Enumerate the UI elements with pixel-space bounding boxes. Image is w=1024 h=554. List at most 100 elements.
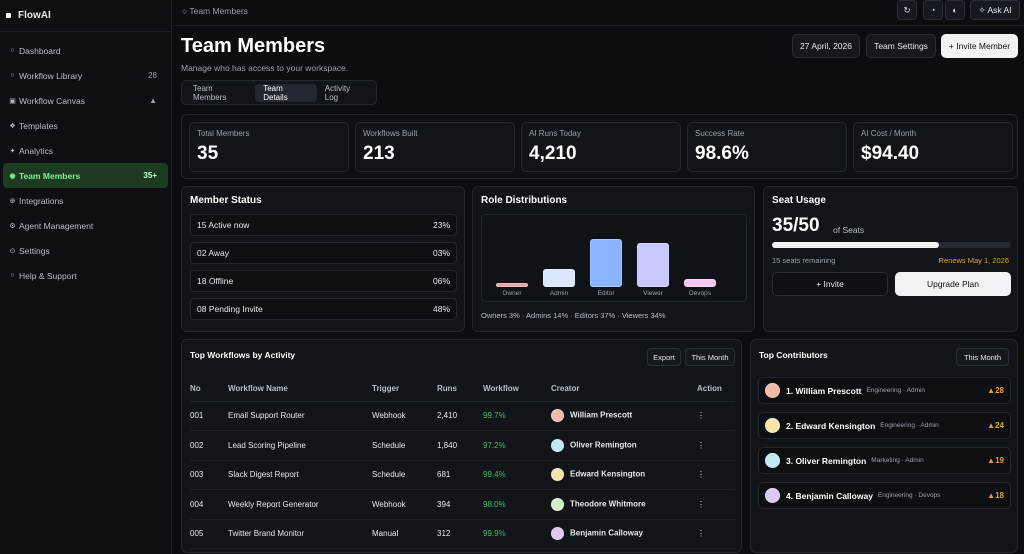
- contributor-card[interactable]: 1. William Prescott Engineering · Admin ▲2…: [758, 377, 1011, 404]
- tab-team-members[interactable]: Team Members: [193, 83, 227, 102]
- more-actions-icon[interactable]: ⋮: [697, 401, 735, 431]
- column-header[interactable]: Workflow: [483, 377, 551, 402]
- cell-trigger: Manual: [372, 519, 437, 549]
- top-contributors-panel: Top Contributors This Month 1. William P…: [750, 339, 1018, 553]
- more-actions-icon[interactable]: ⋮: [697, 489, 735, 520]
- invite-button[interactable]: + Invite: [772, 272, 888, 296]
- sidebar-item-integrations[interactable]: ⊕ Integrations: [3, 188, 168, 213]
- period-select[interactable]: This Month: [685, 348, 735, 366]
- export-button[interactable]: Export: [647, 348, 681, 366]
- stat-value: 4,210: [529, 143, 577, 164]
- table-row[interactable]: 004 Weekly Report Generator Webhook 394 …: [190, 489, 735, 520]
- triangle-icon: ▲: [149, 96, 157, 105]
- avatar: [765, 383, 780, 398]
- ask-ai-button[interactable]: ✧ Ask AI: [970, 0, 1020, 20]
- stat-label: Workflows Built: [363, 129, 418, 138]
- column-header[interactable]: Action: [697, 377, 735, 402]
- contributor-name: 1. William Prescott: [786, 385, 862, 396]
- sidebar-item-settings[interactable]: ⊙ Settings: [3, 238, 168, 263]
- status-row-offline[interactable]: 18 Offline 06%: [190, 270, 457, 292]
- cell-runs: 2,410: [437, 401, 483, 431]
- team-icon: ◉: [9, 172, 16, 180]
- sidebar-item-dashboard[interactable]: ○ Dashboard: [3, 38, 168, 63]
- cell-name: Lead Scoring Pipeline: [228, 430, 372, 461]
- cell-success-rate: 97.2%: [483, 430, 551, 461]
- contributor-meta: Engineering · Admin: [880, 422, 939, 429]
- bar-viewer: [637, 242, 669, 287]
- creator-name: William Prescott: [570, 410, 633, 420]
- cell-creator: William Prescott: [551, 401, 697, 431]
- date-button[interactable]: 27 April, 2026: [792, 34, 860, 58]
- more-actions-icon[interactable]: ⋮: [697, 519, 735, 549]
- status-pct: 23%: [432, 220, 450, 230]
- help-icon: ○: [10, 272, 15, 279]
- table-row[interactable]: 001 Email Support Router Webhook 2,410 9…: [190, 401, 735, 431]
- status-row-active[interactable]: 15 Active now 23%: [190, 214, 457, 236]
- period-label: This Month: [691, 352, 729, 362]
- column-header[interactable]: No: [190, 377, 228, 402]
- sidebar-item-label: Team Members: [19, 170, 81, 181]
- sidebar-item-workflow-canvas[interactable]: ▣ Workflow Canvas ▲: [3, 88, 168, 113]
- panel-title: Member Status: [190, 195, 262, 206]
- cell-creator: Benjamin Calloway: [551, 519, 697, 549]
- column-header[interactable]: Trigger: [372, 377, 437, 402]
- column-header[interactable]: Runs: [437, 377, 483, 402]
- contrast-button[interactable]: ◐: [945, 0, 965, 20]
- sidebar-item-workflow-library[interactable]: ○ Workflow Library 28: [3, 63, 168, 88]
- status-label: 15 Active now: [197, 220, 250, 230]
- team-settings-button[interactable]: Team Settings: [866, 34, 936, 58]
- status-row-pending[interactable]: 08 Pending Invite 48%: [190, 298, 457, 320]
- contributor-meta: Marketing · Admin: [871, 457, 924, 464]
- period-select[interactable]: This Month: [956, 348, 1009, 366]
- contributor-name: 4. Benjamin Calloway: [786, 490, 873, 501]
- more-actions-icon[interactable]: ⋮: [697, 430, 735, 461]
- top-workflows-panel: Top Workflows by Activity Export This Mo…: [181, 339, 742, 553]
- tab-bar: Team Members Team Details Activity Log: [181, 80, 377, 105]
- sidebar-item-agent-management[interactable]: ⚙ Agent Management: [3, 213, 168, 238]
- bar-admin: [543, 268, 575, 287]
- avatar: [765, 418, 780, 433]
- cell-runs: 312: [437, 519, 483, 549]
- column-header[interactable]: Workflow Name: [228, 377, 372, 402]
- avatar: [765, 453, 780, 468]
- contributor-card[interactable]: 2. Edward Kensington Engineering · Admin ▲…: [758, 412, 1011, 439]
- table-row[interactable]: 003 Slack Digest Report Schedule 681 99.…: [190, 460, 735, 490]
- seat-progress-fill: [772, 242, 940, 248]
- invite-member-label: + Invite Member: [948, 41, 1011, 51]
- refresh-button[interactable]: ↻: [897, 0, 917, 20]
- contributor-card[interactable]: 3. Oliver Remington Marketing · Admin ▲19: [758, 447, 1011, 474]
- table-row[interactable]: 002 Lead Scoring Pipeline Schedule 1,840…: [190, 430, 735, 461]
- creator-name: Oliver Remington: [570, 440, 637, 450]
- seats-remaining: 15 seats remaining: [772, 256, 836, 265]
- seat-usage-panel: Seat Usage 35/50 of Seats 15 seats remai…: [763, 186, 1018, 332]
- invite-label: + Invite: [816, 279, 844, 289]
- tab-team-details[interactable]: Team Details: [255, 83, 317, 102]
- column-header[interactable]: Creator: [551, 377, 697, 402]
- integrations-icon: ⊕: [9, 197, 16, 205]
- theme-button[interactable]: ◔: [923, 0, 943, 20]
- sidebar-item-analytics[interactable]: ✦ Analytics: [3, 138, 168, 163]
- panel-title: Top Contributors: [759, 350, 828, 360]
- bar-label: Devops: [688, 290, 712, 297]
- brand[interactable]: FlowAI: [0, 0, 171, 32]
- sidebar-nav: ○ Dashboard ○ Workflow Library 28 ▣ Workflow…: [0, 32, 171, 288]
- contributor-card[interactable]: 4. Benjamin Calloway Engineering · Devops…: [758, 482, 1011, 509]
- cell-name: Email Support Router: [228, 401, 372, 431]
- status-row-away[interactable]: 02 Away 03%: [190, 242, 457, 264]
- sidebar-item-help[interactable]: ○ Help & Support: [3, 263, 168, 288]
- creator-name: Edward Kensington: [570, 469, 646, 479]
- stat-card-ai-runs: AI Runs Today 4,210: [521, 122, 681, 172]
- more-actions-icon[interactable]: ⋮: [697, 460, 735, 490]
- sidebar-item-templates[interactable]: ❖ Templates: [3, 113, 168, 138]
- invite-member-button[interactable]: + Invite Member: [941, 34, 1018, 58]
- stat-label: AI Runs Today: [529, 129, 581, 138]
- tab-activity-log[interactable]: Activity Log: [324, 83, 351, 102]
- avatar: [765, 488, 780, 503]
- breadcrumb[interactable]: ○ Team Members: [182, 6, 248, 16]
- table-row[interactable]: 005 Twitter Brand Monitor Manual 312 99.…: [190, 519, 735, 549]
- sidebar-item-team-members[interactable]: ◉ Team Members 35+: [3, 163, 168, 188]
- cell-creator: Oliver Remington: [551, 430, 697, 461]
- settings-icon: ⊙: [9, 247, 16, 255]
- avatar: [551, 468, 564, 482]
- upgrade-plan-button[interactable]: Upgrade Plan: [895, 272, 1011, 296]
